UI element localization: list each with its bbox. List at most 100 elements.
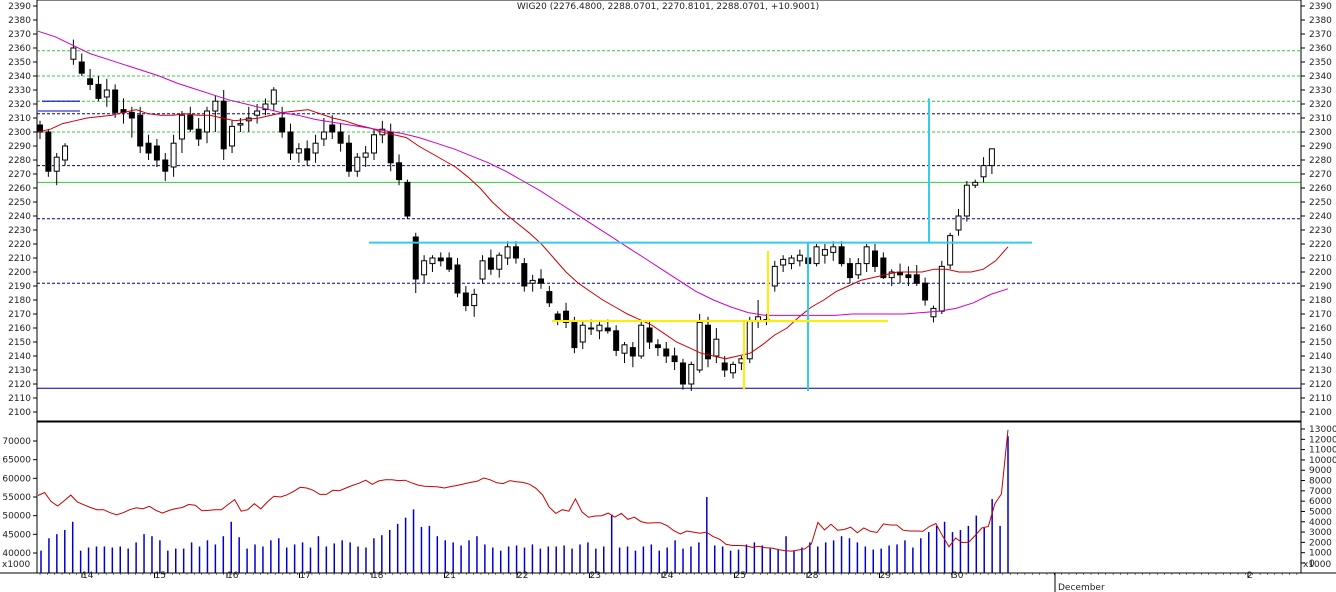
candle-body: [87, 78, 94, 85]
price-tick-label-right: 2110: [1309, 394, 1332, 404]
price-panel: [37, 30, 1301, 391]
price-tick-label-right: 2350: [1309, 58, 1332, 68]
volume-tick-label-left: 70000: [2, 437, 31, 447]
price-tick-label-left: 2350: [8, 58, 31, 68]
price-tick-label-right: 2270: [1309, 170, 1332, 180]
candle-body: [538, 278, 544, 284]
price-tick-label-left: 2110: [8, 394, 31, 404]
price-tick-label-right: 2260: [1309, 184, 1332, 194]
x-tick-label: 21: [445, 571, 456, 581]
price-tick-label-right: 2150: [1309, 338, 1332, 348]
candle-body: [980, 165, 987, 178]
volume-tick-label-left: 60000: [2, 474, 31, 484]
price-tick-label-left: 2310: [8, 114, 31, 124]
candle-body: [354, 156, 361, 172]
price-tick-label-right: 2230: [1309, 226, 1332, 236]
price-tick-label-left: 2160: [8, 324, 31, 334]
candle-body: [855, 263, 862, 276]
price-tick-label-right: 2300: [1309, 128, 1332, 138]
candle-body: [212, 100, 219, 112]
x-tick-label: 23: [590, 571, 601, 581]
volume-frame: [36, 421, 1302, 574]
volume-tick-label-right: 3000: [1309, 528, 1332, 538]
candle-body: [429, 257, 436, 265]
volume-tick-label-right: 4000: [1309, 518, 1332, 528]
candle-body: [404, 181, 411, 217]
chart-title: WIG20 (2276.4800, 2288.0701, 2270.8101, …: [517, 2, 819, 12]
volume-average-line: [37, 429, 1009, 552]
x-tick-label: 16: [227, 571, 239, 581]
candle-body: [838, 246, 845, 265]
x-tick-label: 14: [82, 571, 94, 581]
price-tick-label-right: 2100: [1309, 408, 1332, 418]
candle-body: [471, 293, 478, 307]
candle-body: [830, 246, 837, 253]
price-tick-label-right: 2360: [1309, 44, 1332, 54]
candle-body: [103, 89, 110, 98]
volume-tick-label-right: 1000: [1309, 549, 1332, 559]
candle-body: [312, 142, 319, 154]
volume-panel: [37, 429, 1009, 573]
candle-body: [262, 103, 269, 111]
candle-body: [320, 131, 327, 140]
candle-body: [947, 235, 954, 266]
volume-tick-label-right: 8000: [1309, 477, 1332, 487]
price-tick-label-left: 2360: [8, 44, 31, 54]
candle-body: [329, 124, 336, 133]
candle-body: [279, 117, 286, 133]
candle-body: [972, 181, 979, 186]
candle-body: [938, 265, 945, 312]
candle-body: [696, 321, 703, 371]
x-tick-label-month: December: [1058, 583, 1105, 592]
price-tick-label-left: 2260: [8, 184, 31, 194]
price-tick-label-right: 2390: [1309, 2, 1332, 12]
ma-long-line: [37, 30, 1009, 316]
price-tick-label-left: 2290: [8, 142, 31, 152]
price-tick-label-left: 2230: [8, 226, 31, 236]
candle-body: [287, 131, 294, 154]
volume-tick-label-right: 9000: [1309, 466, 1332, 476]
candle-body: [671, 355, 678, 363]
candle-body: [679, 362, 686, 385]
volume-tick-label-left: 45000: [2, 530, 31, 540]
candle-body: [362, 152, 369, 158]
candle-body: [588, 327, 595, 330]
candle-body: [204, 110, 210, 133]
candle-body: [345, 142, 352, 172]
price-tick-label-left: 2390: [8, 2, 31, 12]
candle-body: [479, 260, 486, 280]
candle-body: [613, 330, 620, 351]
price-tick-label-right: 2210: [1309, 254, 1332, 264]
x-tick-label: 18: [372, 571, 384, 581]
price-tick-label-left: 2140: [8, 352, 31, 362]
candle-body: [730, 363, 737, 374]
candle-body: [721, 362, 728, 371]
price-tick-label-right: 2320: [1309, 100, 1332, 110]
candle-body: [304, 148, 311, 161]
x-tick-label: 2: [1247, 571, 1253, 581]
price-tick-label-left: 2200: [8, 268, 31, 278]
price-tick-label-right: 2240: [1309, 212, 1332, 222]
price-tick-label-left: 2250: [8, 198, 31, 208]
candle-body: [78, 61, 85, 74]
candle-body: [462, 292, 469, 307]
volume-tick-label-right: 10000: [1309, 456, 1336, 466]
candle-body: [128, 111, 135, 119]
price-tick-label-right: 2340: [1309, 72, 1332, 82]
candle-body: [237, 123, 244, 126]
candle-body: [270, 89, 277, 105]
ma-short-line: [37, 109, 1009, 360]
price-tick-label-left: 2180: [8, 296, 31, 306]
volume-tick-label-left: 55000: [2, 493, 31, 503]
price-tick-label-left: 2100: [8, 408, 31, 418]
candle-body: [796, 254, 803, 262]
volume-tick-label-left: 40000: [2, 549, 31, 559]
price-tick-label-right: 2200: [1309, 268, 1332, 278]
candle-body: [145, 142, 152, 154]
candle-body: [521, 263, 528, 287]
price-tick-label-right: 2290: [1309, 142, 1332, 152]
candle-body: [780, 258, 787, 266]
candle-body: [654, 344, 661, 349]
price-tick-label-left: 2150: [8, 338, 31, 348]
